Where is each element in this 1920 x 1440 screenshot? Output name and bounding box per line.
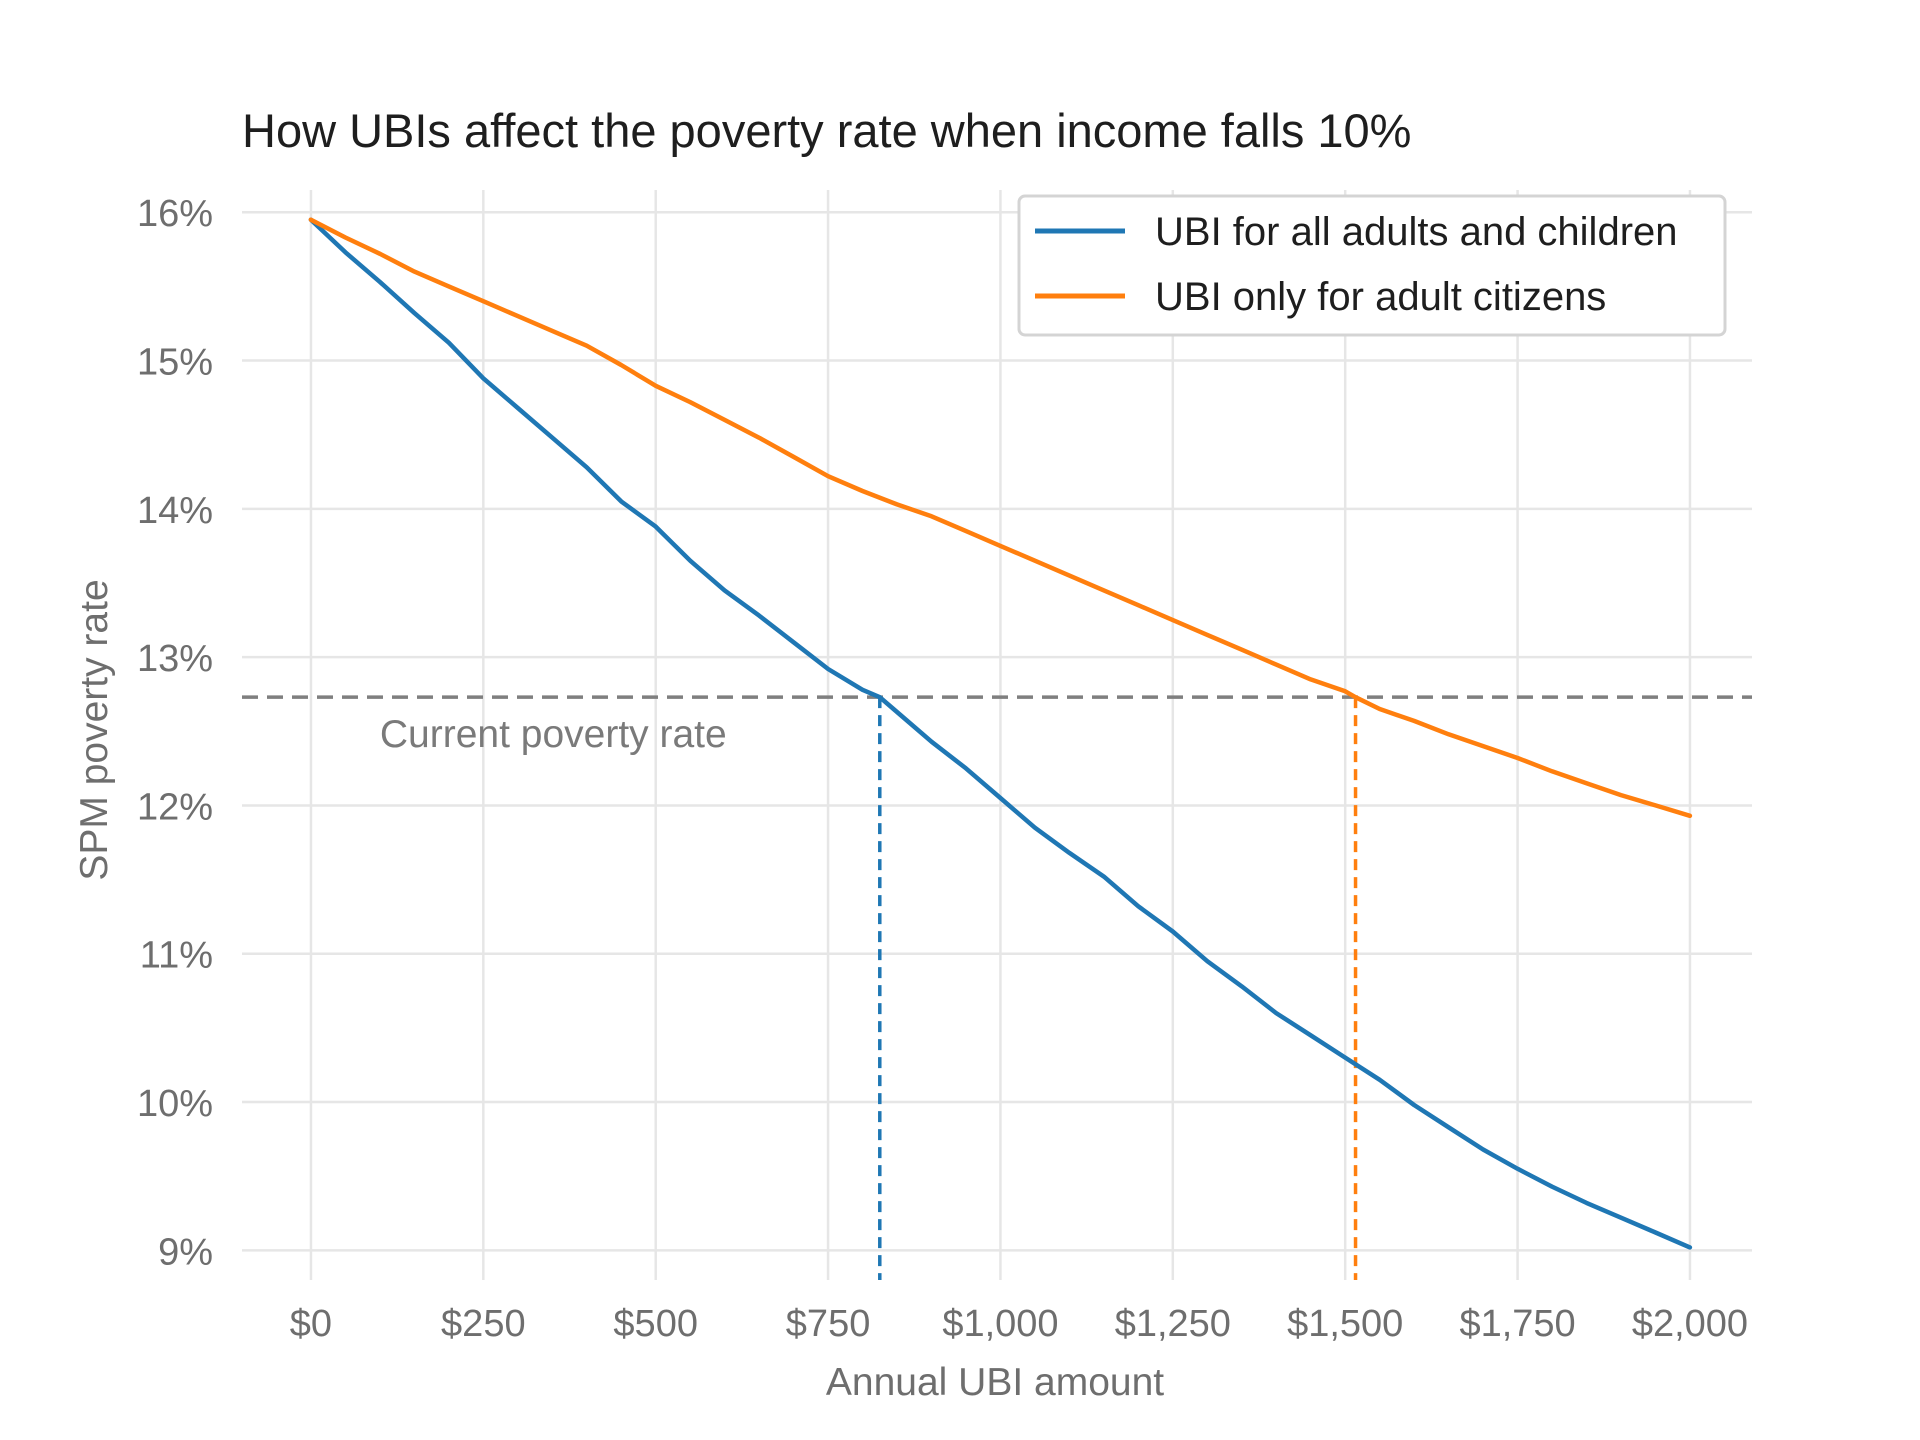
- x-tick-label: $2,000: [1632, 1303, 1748, 1345]
- legend-label-ubi-citizens: UBI only for adult citizens: [1155, 275, 1606, 319]
- y-axis-label: SPM poverty rate: [73, 579, 116, 880]
- current-poverty-rate-label: Current poverty rate: [380, 713, 727, 756]
- x-axis-label: Annual UBI amount: [826, 1361, 1164, 1404]
- chart-title: How UBIs affect the poverty rate when in…: [242, 104, 1411, 157]
- x-tick-label: $250: [441, 1303, 526, 1345]
- legend: UBI for all adults and children UBI only…: [1017, 194, 1727, 337]
- y-tick-label: 13%: [137, 638, 213, 680]
- y-tick-label: 9%: [158, 1231, 213, 1273]
- tick-label-layer: $0 $250 $500 $750 $1,000 $1,250 $1,500 $1,750 $2…: [137, 193, 1748, 1345]
- x-tick-label: $750: [786, 1303, 871, 1345]
- legend-box: [1017, 194, 1727, 337]
- y-tick-label: 16%: [137, 193, 213, 235]
- y-tick-label: 14%: [137, 490, 213, 532]
- grid-layer: [242, 190, 1752, 1280]
- x-tick-label: $1,250: [1115, 1303, 1231, 1345]
- series-line-ubi-citizens: [308, 217, 1693, 819]
- y-tick-label: 15%: [137, 342, 213, 384]
- legend-label-ubi-all: UBI for all adults and children: [1155, 210, 1678, 254]
- y-tick-label: 12%: [137, 786, 213, 828]
- y-tick-label: 10%: [137, 1083, 213, 1125]
- x-tick-label: $0: [290, 1303, 332, 1345]
- x-tick-label: $1,750: [1459, 1303, 1575, 1345]
- x-tick-label: $500: [613, 1303, 698, 1345]
- x-tick-label: $1,500: [1287, 1303, 1403, 1345]
- series-line-ubi-all: [308, 217, 1693, 1250]
- y-tick-label: 11%: [140, 935, 213, 977]
- series-layer: [308, 217, 1693, 1250]
- x-tick-label: $1,000: [942, 1303, 1058, 1345]
- reference-layer: Current poverty rate: [242, 695, 1752, 1280]
